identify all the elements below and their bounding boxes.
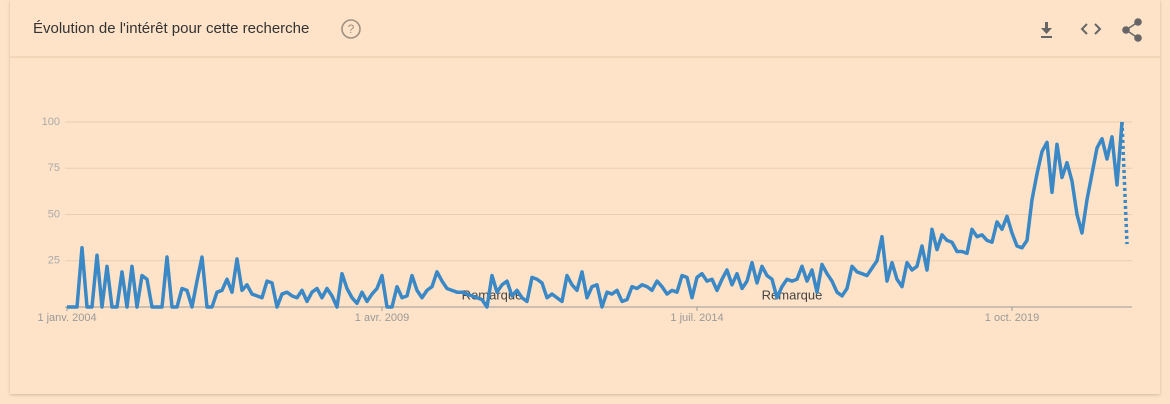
y-tick-label: 75 <box>48 162 60 174</box>
partial-line <box>1120 121 1129 245</box>
y-tick-label: 25 <box>48 255 60 267</box>
x-tick-label: 1 avr. 2009 <box>355 312 409 324</box>
help-icon[interactable]: ? <box>341 19 361 39</box>
download-icon[interactable] <box>1041 22 1052 38</box>
title: Évolution de l'intérêt pour cette recher… <box>33 20 309 37</box>
line <box>67 121 1124 309</box>
annotation: Remarque <box>762 287 823 302</box>
x-tick-label: 1 janv. 2004 <box>37 312 96 324</box>
x-tick-label: 1 juil. 2014 <box>670 312 723 324</box>
chart: Évolution de l'intérêt pour cette recher… <box>10 18 1160 324</box>
y-tick-label: 50 <box>48 208 60 220</box>
y-tick-label: 100 <box>42 116 60 128</box>
share-icon[interactable] <box>1122 18 1142 42</box>
svg-text:?: ? <box>348 22 355 36</box>
x-tick-label: 1 oct. 2019 <box>985 312 1039 324</box>
card: Évolution de l'intérêt pour cette recher… <box>10 0 1160 394</box>
embed-icon[interactable] <box>1080 23 1102 35</box>
